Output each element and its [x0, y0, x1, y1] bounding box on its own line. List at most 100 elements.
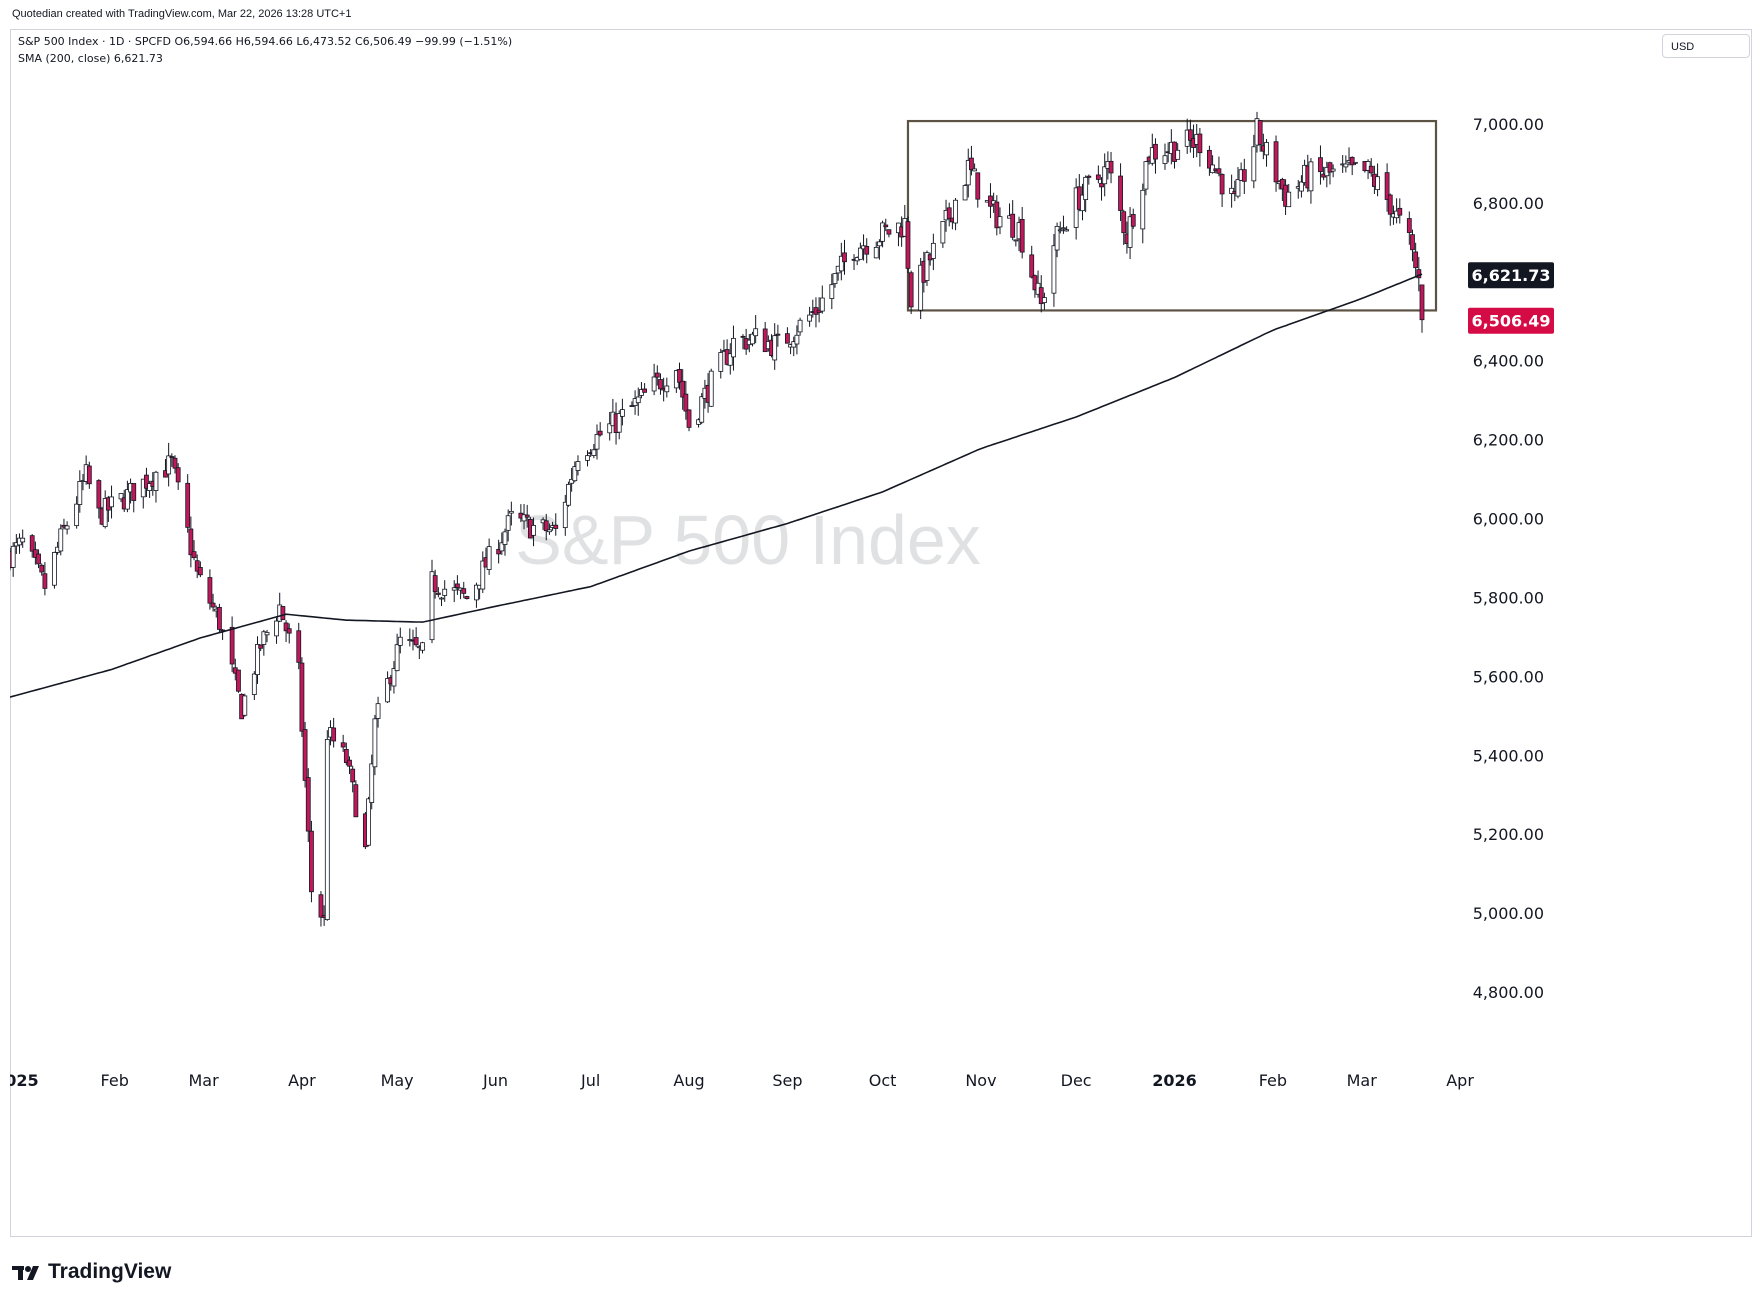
- sma-200-line: [10, 273, 1423, 698]
- tradingview-logo-icon: [12, 1266, 39, 1280]
- candle-up: [153, 471, 159, 491]
- currency-button[interactable]: USD: [1662, 34, 1750, 58]
- candle-up: [109, 496, 114, 508]
- candle-up: [807, 314, 813, 322]
- candle-up: [819, 297, 825, 312]
- candle-up: [1352, 161, 1358, 164]
- candle-up: [953, 199, 958, 224]
- candle-down: [1219, 173, 1225, 195]
- candle-down: [1029, 254, 1035, 278]
- candle-up: [1042, 297, 1047, 303]
- price-axis-group: 4,800.00 5,000.00 5,200.00 5,400.00 5,600.00…: [1473, 115, 1544, 1002]
- candle-down: [305, 777, 311, 832]
- candle-down: [1086, 175, 1092, 178]
- time-tick-label: Oct: [869, 1071, 897, 1090]
- symbol-legend[interactable]: S&P 500 Index · 1D · SPCFD O6,594.66 H6,…: [18, 35, 513, 48]
- candle-up: [499, 542, 505, 552]
- candle-up: [1264, 142, 1269, 156]
- candle-up: [1054, 225, 1060, 251]
- candle-up: [369, 763, 375, 803]
- time-tick-label: Feb: [1259, 1071, 1287, 1090]
- candle-up: [877, 241, 882, 247]
- candle-down: [680, 380, 686, 398]
- candle-up: [429, 571, 435, 641]
- candle-up: [1175, 149, 1181, 160]
- candle-down: [286, 628, 292, 634]
- candle-up: [1083, 176, 1089, 200]
- candle-up: [718, 352, 724, 372]
- time-tick-label: 2026: [1152, 1071, 1197, 1090]
- candle-up: [699, 396, 705, 423]
- candle-down: [39, 564, 45, 573]
- price-chart[interactable]: S&P 500 Index 4,800.00 5,000.00 5,200.00 5,…: [10, 29, 1752, 1237]
- candle-down: [1038, 287, 1044, 305]
- candle-up: [1080, 194, 1085, 212]
- candle-down: [299, 662, 305, 732]
- candle-up: [64, 525, 70, 530]
- time-tick-label: Mar: [1347, 1071, 1378, 1090]
- candle-down: [1397, 207, 1403, 216]
- candle-up: [391, 668, 397, 687]
- candle-up: [77, 481, 83, 505]
- candle-up: [924, 252, 930, 281]
- candle-up: [242, 695, 248, 716]
- candle-down: [1318, 157, 1323, 173]
- candle-down: [762, 328, 768, 353]
- time-tick-label: Mar: [188, 1071, 219, 1090]
- price-tick-label: 5,000.00: [1473, 904, 1544, 923]
- candle-down: [1130, 214, 1136, 227]
- candle-up: [451, 587, 457, 591]
- candle-down: [86, 465, 92, 485]
- tradingview-logo[interactable]: TradingView: [12, 1260, 171, 1284]
- candle-down: [975, 172, 981, 200]
- candle-up: [74, 503, 80, 527]
- candle-up: [261, 631, 267, 645]
- range-box-group: [906, 119, 1438, 312]
- candle-up: [838, 255, 844, 272]
- candle-down: [194, 560, 200, 572]
- candle-up: [965, 160, 971, 186]
- candle-down: [1349, 156, 1355, 166]
- candle-down: [1416, 269, 1422, 279]
- sma-legend[interactable]: SMA (200, close) 6,621.73: [18, 52, 163, 65]
- candle-up: [531, 525, 536, 536]
- candle-down: [1032, 275, 1038, 291]
- candle-up: [547, 529, 552, 533]
- candle-down: [343, 749, 349, 764]
- candle-up: [857, 247, 863, 260]
- candle-down: [1099, 182, 1104, 188]
- candle-up: [125, 489, 130, 510]
- candle-up: [1299, 181, 1304, 192]
- candle-down: [654, 372, 660, 378]
- candle-up: [502, 531, 508, 545]
- candle-down: [188, 528, 194, 556]
- candle-up: [1235, 179, 1241, 197]
- candle-down: [1010, 213, 1016, 238]
- candle-up: [486, 546, 492, 570]
- candle-up: [940, 221, 946, 244]
- candle-up: [607, 423, 613, 434]
- candle-down: [217, 606, 222, 630]
- chart-credit: Quotedian created with TradingView.com, …: [12, 8, 352, 20]
- candle-down: [496, 548, 502, 555]
- range-box: [906, 119, 1438, 312]
- candle-down: [258, 644, 264, 649]
- candle-up: [505, 515, 511, 531]
- candle-down: [175, 467, 181, 483]
- candle-up: [562, 501, 568, 529]
- candle-down: [318, 894, 324, 918]
- candle-down: [296, 630, 302, 663]
- candle-down: [1387, 194, 1393, 215]
- candle-up: [274, 620, 279, 637]
- candle-down: [553, 524, 559, 529]
- candle-up: [1330, 168, 1336, 172]
- candle-down: [236, 669, 241, 692]
- price-tick-label: 6,400.00: [1473, 352, 1544, 371]
- candle-down: [29, 535, 35, 552]
- candle-down: [864, 245, 870, 255]
- candle-up: [1140, 189, 1146, 230]
- candle-down: [1406, 218, 1412, 233]
- candle-up: [1343, 163, 1349, 168]
- candle-down: [1207, 149, 1212, 169]
- candle-down: [144, 474, 149, 489]
